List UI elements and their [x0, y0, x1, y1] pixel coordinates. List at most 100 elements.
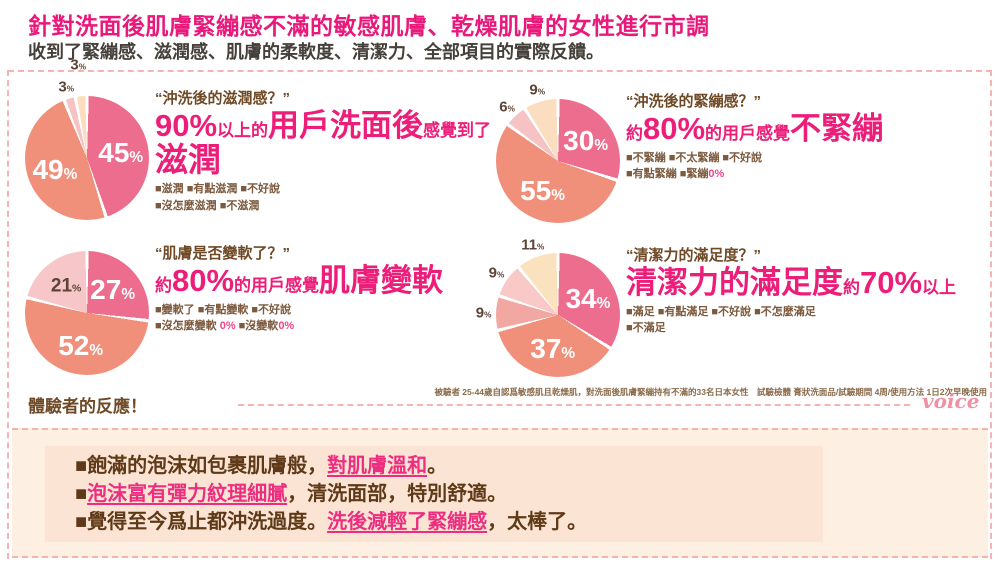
right-border — [990, 70, 992, 559]
pie-chart-3: 27% 52% 21% “肌膚是否變軟了？” 約80%的用戶感覺肌膚變軟 ■變軟了 ■有點… — [2, 228, 517, 388]
slice-value: 52 — [58, 330, 90, 362]
text-segment: ■變軟了 ■有點變軟 ■不好說 — [155, 303, 292, 316]
text-segment: ■沒怎麼滋潤 ■不滋潤 — [155, 199, 260, 212]
slice-label: 6% — [499, 99, 515, 114]
percent-sign: % — [78, 62, 87, 72]
text-segment: ，清洗面部，特別舒適。 — [287, 483, 508, 505]
text-segment: 0% — [708, 168, 725, 181]
top-divider — [8, 70, 992, 72]
slice-label: 21% — [51, 277, 81, 296]
page-title: 針對洗面後肌膚緊繃感不滿的敏感肌膚、乾燥肌膚的女性進行市調 — [28, 13, 710, 39]
chart-question: “肌膚是否變軟了？” — [155, 245, 291, 262]
text-segment: 清潔力的滿足度 — [626, 265, 843, 300]
legend-line: ■滿足 ■有點滿足 ■不好說 ■不怎麼滿足 — [626, 304, 986, 321]
legend-line: ■不滿足 — [626, 320, 986, 337]
feedback-box: ■飽滿的泡沫如包裹肌膚般，對肌膚溫和。 ■泡沫富有彈力紋理細膩，清洗面部，特別舒適… — [12, 428, 988, 558]
chart-text-block: “沖洗後的滋潤感？” 90%以上的用戶洗面後感覺到了 滋潤 ■滋潤 ■有點滋潤 ■不好… — [155, 87, 515, 214]
slice-label: 52% — [58, 332, 103, 360]
text-segment: 約 — [155, 276, 172, 295]
text-segment: 80% — [643, 111, 706, 146]
text-segment: 以上的 — [217, 121, 269, 140]
text-segment: ■沒怎麼變軟 — [155, 320, 220, 333]
slice-label: 3% — [70, 58, 86, 73]
pie — [25, 251, 149, 375]
percent-sign: % — [121, 286, 135, 304]
feedback-item: ■泡沫富有彈力紋理細膩，清洗面部，特別舒適。 — [75, 480, 587, 508]
pie-chart-1: 45% 49% 3% 3% “沖洗後的滋潤感？” 90%以上的用戶洗面後感覺到了 滋潤 ■滋潤… — [2, 58, 517, 233]
slice-value: 9 — [488, 264, 497, 282]
feedback-list: ■飽滿的泡沫如包裹肌膚般，對肌膚溫和。 ■泡沫富有彈力紋理細膩，清洗面部，特別舒適… — [75, 452, 587, 536]
percent-sign: % — [129, 148, 144, 166]
text-segment: ■覺得至今爲止都沖洗過度。 — [75, 511, 328, 533]
chart-headline: 90%以上的用戶洗面後感覺到了 — [155, 108, 515, 143]
chart-headline-2: 滋潤 — [155, 140, 515, 178]
chart-headline: 清潔力的滿足度約70%以上 — [626, 265, 986, 300]
legend-line: ■沒怎麼滋潤 ■不滋潤 — [155, 198, 515, 215]
percent-sign: % — [596, 294, 611, 312]
chart-question: “沖洗後的緊繃感？” — [626, 93, 762, 110]
chart-text-block: “肌膚是否變軟了？” 約80%的用戶感覺肌膚變軟 ■變軟了 ■有點變軟 ■不好說 ■沒… — [155, 242, 515, 335]
chart-headline: 約80%的用戶感覺肌膚變軟 — [155, 263, 515, 298]
text-segment: ■飽滿的泡沫如包裹肌膚般， — [75, 455, 328, 477]
chart-legend: ■滿足 ■有點滿足 ■不好說 ■不怎麼滿足 ■不滿足 — [626, 304, 986, 337]
pie-graphic: 34% 37% 9% 9% 11% — [473, 230, 643, 400]
feedback-item: ■覺得至今爲止都沖洗過度。洗後減輕了緊繃感，太棒了。 — [75, 508, 587, 536]
slice-value: 37 — [530, 332, 562, 364]
text-segment: 感覺到了 — [423, 121, 492, 140]
slice-value: 3 — [70, 56, 79, 74]
text-segment: 用戶洗面後 — [268, 108, 424, 143]
slice-label: 11% — [521, 237, 544, 252]
chart-legend: ■變軟了 ■有點變軟 ■不好說 ■沒怎麼變軟 0% ■沒變軟0% — [155, 302, 515, 335]
slice-label: 45% — [98, 138, 144, 167]
percent-sign: % — [66, 84, 75, 94]
feedback-item: ■飽滿的泡沫如包裹肌膚般，對肌膚溫和。 — [75, 452, 587, 480]
pie — [25, 96, 149, 220]
percent-sign: % — [496, 270, 505, 280]
voice-divider — [238, 404, 910, 406]
text-segment: 肌膚變軟 — [319, 263, 444, 298]
percent-sign: % — [537, 242, 545, 252]
voice-script-label: voice — [922, 389, 980, 413]
percent-sign: % — [561, 344, 576, 362]
text-segment: ■有點緊繃 ■緊繃 — [626, 168, 709, 181]
left-border — [7, 70, 9, 559]
feedback-panel — [45, 446, 823, 542]
text-segment: 70% — [860, 265, 923, 300]
legend-line: ■滋潤 ■有點滋潤 ■不好說 — [155, 181, 515, 198]
percent-sign: % — [484, 310, 492, 320]
text-segment: 的用戶感覺 — [705, 124, 791, 143]
voice-heading: 體驗者的反應！ — [28, 397, 147, 416]
slice-value: 9 — [529, 81, 538, 99]
text-segment: ，太棒了。 — [487, 511, 588, 533]
legend-line: ■變軟了 ■有點變軟 ■不好說 — [155, 302, 515, 319]
pie — [496, 253, 620, 377]
slice-value: 11 — [521, 236, 538, 254]
slice-label: 3% — [58, 79, 74, 94]
text-segment: 對肌膚溫和 — [327, 455, 428, 477]
text-segment: 滋潤 — [155, 140, 221, 178]
chart-question: “沖洗後的滋潤感？” — [155, 90, 291, 107]
percent-sign: % — [507, 104, 515, 114]
percent-sign: % — [594, 136, 608, 154]
slice-label: 9% — [476, 305, 492, 320]
pie — [496, 99, 620, 223]
legend-line: ■沒怎麼變軟 0% ■沒變軟0% — [155, 318, 515, 335]
text-segment: ■不滿足 — [626, 322, 666, 335]
text-segment: 約 — [843, 278, 860, 297]
text-segment: 。 — [427, 455, 448, 477]
slice-label: 37% — [530, 332, 576, 364]
slice-value: 21 — [50, 275, 73, 297]
legend-line: ■不緊繃 ■不太緊繃 ■不好說 — [626, 150, 986, 167]
pie-graphic: 30% 55% 6% 9% — [473, 76, 643, 246]
chart-question: “清潔力的滿足度？” — [626, 247, 762, 264]
text-segment: 80% — [172, 263, 235, 298]
text-segment: 泡沫富有彈力紋理細膩 — [87, 483, 288, 505]
slice-value: 3 — [58, 78, 67, 96]
text-segment: 的用戶感覺 — [234, 276, 320, 295]
slice-label: 9% — [489, 266, 505, 281]
survey-note: 被驗者 25-44歲自認爲敏感肌且乾燥肌，對洗面後肌膚緊繃持有不滿的33名日本女… — [434, 387, 987, 397]
slice-value: 6 — [499, 98, 508, 116]
text-segment: ■沒變軟 — [235, 320, 279, 333]
slice-label: 49% — [32, 155, 77, 184]
